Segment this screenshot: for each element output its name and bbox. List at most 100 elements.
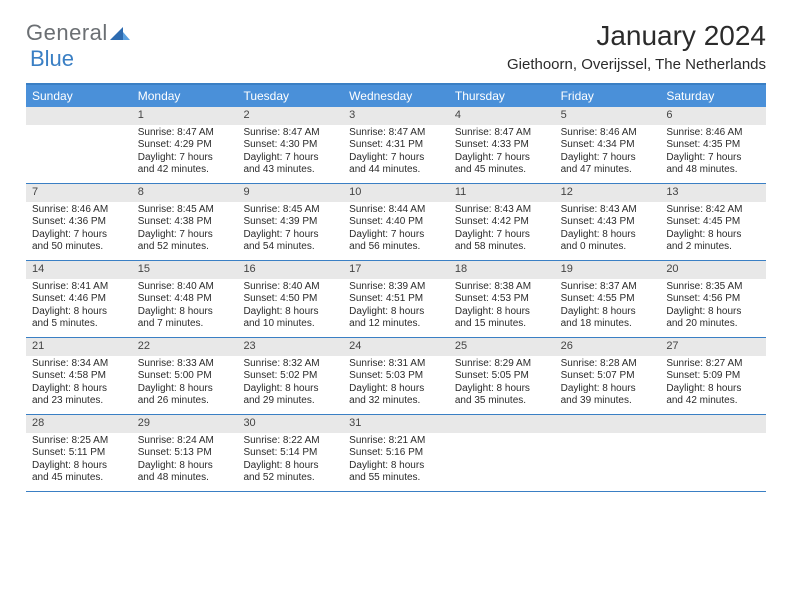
day-line: Sunrise: 8:31 AM [349, 358, 443, 371]
day-cell: 20Sunrise: 8:35 AMSunset: 4:56 PMDayligh… [660, 261, 766, 337]
day-line: and 5 minutes. [32, 318, 126, 331]
day-line: Sunset: 4:50 PM [243, 293, 337, 306]
day-content: Sunrise: 8:45 AMSunset: 4:38 PMDaylight:… [132, 202, 238, 258]
day-line: and 26 minutes. [138, 395, 232, 408]
day-line: Daylight: 7 hours [32, 229, 126, 242]
day-content: Sunrise: 8:31 AMSunset: 5:03 PMDaylight:… [343, 356, 449, 412]
day-line: Sunset: 5:14 PM [243, 447, 337, 460]
day-line: Daylight: 7 hours [349, 152, 443, 165]
day-line: Daylight: 8 hours [666, 229, 760, 242]
week-row: 28Sunrise: 8:25 AMSunset: 5:11 PMDayligh… [26, 415, 766, 492]
day-line: Sunrise: 8:41 AM [32, 281, 126, 294]
day-cell: 7Sunrise: 8:46 AMSunset: 4:36 PMDaylight… [26, 184, 132, 260]
day-line: Sunrise: 8:43 AM [561, 204, 655, 217]
day-line: Daylight: 8 hours [561, 306, 655, 319]
day-line: Daylight: 8 hours [138, 383, 232, 396]
weekday-header-row: SundayMondayTuesdayWednesdayThursdayFrid… [26, 85, 766, 107]
day-line: Sunset: 4:34 PM [561, 139, 655, 152]
day-cell [449, 415, 555, 491]
day-line: and 18 minutes. [561, 318, 655, 331]
day-number: 6 [660, 107, 766, 125]
logo-text-2: Blue [30, 46, 74, 72]
day-line: Daylight: 8 hours [243, 383, 337, 396]
day-line: Daylight: 8 hours [243, 460, 337, 473]
day-cell: 19Sunrise: 8:37 AMSunset: 4:55 PMDayligh… [555, 261, 661, 337]
day-cell [660, 415, 766, 491]
day-line: Sunrise: 8:28 AM [561, 358, 655, 371]
day-content: Sunrise: 8:47 AMSunset: 4:31 PMDaylight:… [343, 125, 449, 181]
day-number: 17 [343, 261, 449, 279]
day-cell: 14Sunrise: 8:41 AMSunset: 4:46 PMDayligh… [26, 261, 132, 337]
day-line: Sunrise: 8:45 AM [138, 204, 232, 217]
day-line: and 45 minutes. [455, 164, 549, 177]
day-line: and 0 minutes. [561, 241, 655, 254]
logo-mark-icon [110, 20, 130, 46]
day-cell [555, 415, 661, 491]
day-cell: 5Sunrise: 8:46 AMSunset: 4:34 PMDaylight… [555, 107, 661, 183]
day-line: Sunset: 4:30 PM [243, 139, 337, 152]
day-line: Daylight: 8 hours [349, 306, 443, 319]
day-line: Sunrise: 8:24 AM [138, 435, 232, 448]
day-content: Sunrise: 8:28 AMSunset: 5:07 PMDaylight:… [555, 356, 661, 412]
weekday-header: Thursday [449, 85, 555, 107]
day-line: Sunrise: 8:47 AM [349, 127, 443, 140]
day-content: Sunrise: 8:46 AMSunset: 4:34 PMDaylight:… [555, 125, 661, 181]
day-line: and 55 minutes. [349, 472, 443, 485]
day-line: Daylight: 7 hours [666, 152, 760, 165]
day-line: and 29 minutes. [243, 395, 337, 408]
day-line: Sunrise: 8:32 AM [243, 358, 337, 371]
day-number: 12 [555, 184, 661, 202]
day-number: 14 [26, 261, 132, 279]
day-line: and 7 minutes. [138, 318, 232, 331]
day-content: Sunrise: 8:27 AMSunset: 5:09 PMDaylight:… [660, 356, 766, 412]
day-line: Sunrise: 8:29 AM [455, 358, 549, 371]
day-line: and 20 minutes. [666, 318, 760, 331]
day-line: Sunset: 5:02 PM [243, 370, 337, 383]
day-cell: 4Sunrise: 8:47 AMSunset: 4:33 PMDaylight… [449, 107, 555, 183]
day-line: Daylight: 8 hours [349, 383, 443, 396]
day-line: and 23 minutes. [32, 395, 126, 408]
day-line: Sunset: 4:29 PM [138, 139, 232, 152]
day-line: Daylight: 8 hours [32, 306, 126, 319]
day-content: Sunrise: 8:43 AMSunset: 4:43 PMDaylight:… [555, 202, 661, 258]
day-line: and 52 minutes. [138, 241, 232, 254]
day-line: Sunset: 4:46 PM [32, 293, 126, 306]
day-line: Sunrise: 8:45 AM [243, 204, 337, 217]
day-content: Sunrise: 8:21 AMSunset: 5:16 PMDaylight:… [343, 433, 449, 489]
day-content: Sunrise: 8:39 AMSunset: 4:51 PMDaylight:… [343, 279, 449, 335]
day-cell: 12Sunrise: 8:43 AMSunset: 4:43 PMDayligh… [555, 184, 661, 260]
day-line: Daylight: 7 hours [243, 229, 337, 242]
week-row: 14Sunrise: 8:41 AMSunset: 4:46 PMDayligh… [26, 261, 766, 338]
weekday-header: Wednesday [343, 85, 449, 107]
day-cell: 25Sunrise: 8:29 AMSunset: 5:05 PMDayligh… [449, 338, 555, 414]
day-number: 25 [449, 338, 555, 356]
day-number [555, 415, 661, 433]
day-content: Sunrise: 8:42 AMSunset: 4:45 PMDaylight:… [660, 202, 766, 258]
day-line: Sunrise: 8:42 AM [666, 204, 760, 217]
day-content: Sunrise: 8:44 AMSunset: 4:40 PMDaylight:… [343, 202, 449, 258]
day-line: Sunrise: 8:27 AM [666, 358, 760, 371]
location-text: Giethoorn, Overijssel, The Netherlands [507, 56, 766, 73]
day-line: and 48 minutes. [666, 164, 760, 177]
day-line: Sunrise: 8:46 AM [32, 204, 126, 217]
header: General January 2024 Giethoorn, Overijss… [26, 20, 766, 73]
day-number: 24 [343, 338, 449, 356]
day-line: Sunrise: 8:22 AM [243, 435, 337, 448]
day-cell: 13Sunrise: 8:42 AMSunset: 4:45 PMDayligh… [660, 184, 766, 260]
day-number [26, 107, 132, 125]
day-line: Sunset: 4:48 PM [138, 293, 232, 306]
day-content: Sunrise: 8:41 AMSunset: 4:46 PMDaylight:… [26, 279, 132, 335]
day-line: Sunrise: 8:33 AM [138, 358, 232, 371]
day-line: Sunset: 4:53 PM [455, 293, 549, 306]
day-number: 8 [132, 184, 238, 202]
day-number: 28 [26, 415, 132, 433]
day-line: Sunset: 4:40 PM [349, 216, 443, 229]
day-line: Sunrise: 8:44 AM [349, 204, 443, 217]
day-cell: 18Sunrise: 8:38 AMSunset: 4:53 PMDayligh… [449, 261, 555, 337]
day-cell: 29Sunrise: 8:24 AMSunset: 5:13 PMDayligh… [132, 415, 238, 491]
day-line: Sunset: 4:33 PM [455, 139, 549, 152]
day-cell: 31Sunrise: 8:21 AMSunset: 5:16 PMDayligh… [343, 415, 449, 491]
weekday-header: Tuesday [237, 85, 343, 107]
day-cell: 16Sunrise: 8:40 AMSunset: 4:50 PMDayligh… [237, 261, 343, 337]
day-number: 29 [132, 415, 238, 433]
